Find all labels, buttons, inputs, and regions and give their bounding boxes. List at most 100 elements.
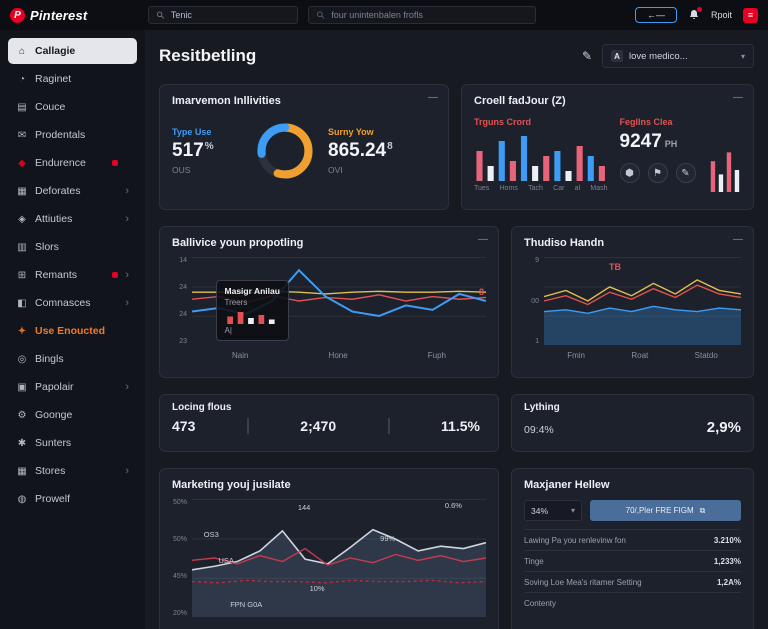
chart-annotation: 10%	[309, 583, 325, 593]
page-title: Resitbetling	[159, 46, 257, 65]
sidebar-item-sunters[interactable]: ✱ Sunters ›	[8, 430, 137, 456]
sidebar-item-deforates[interactable]: ▦ Deforates ›	[8, 178, 137, 204]
sidebar-item-label: Deforates	[35, 185, 81, 197]
flag-icon[interactable]: ⚑	[647, 163, 668, 183]
chart-tooltip: Masigr Anilau Treers A|	[215, 279, 289, 341]
sidebar-item-label: Goonge	[35, 409, 73, 421]
series-label: Trguns Crord	[474, 117, 532, 127]
box-icon: ▣	[17, 381, 27, 393]
stat-unit: PH	[664, 139, 678, 149]
pen-icon[interactable]: ✎	[675, 163, 696, 183]
x-axis-labels: Fmin Roat Statdo	[544, 351, 741, 360]
sidebar-item-papolair[interactable]: ▣ Papolair ›	[8, 374, 137, 400]
search-icon	[157, 11, 165, 19]
collapse-button[interactable]: —	[733, 234, 743, 245]
collapse-button[interactable]: —	[478, 234, 488, 245]
collapse-button[interactable]: —	[733, 92, 743, 103]
external-link-icon: ⧉	[699, 505, 706, 515]
sidebar-item-label: Bingls	[35, 353, 64, 365]
sidebar: ⌂ Callagie › ◔ Raginet › ▤ Couce › ✉ Pro…	[0, 30, 145, 629]
tooltip-text: A|	[224, 325, 232, 335]
user-icon: ◔	[18, 73, 26, 85]
sidebar-item-remants[interactable]: ⊞ Remants ›	[8, 262, 137, 288]
main-content: Resitbetling ✎ A love medico... ▾ Imarve…	[145, 30, 768, 629]
secondary-search-box[interactable]	[308, 6, 536, 24]
card-thudiso: Thudiso Handn — 9 00 1 TB Fmin Roat Stat…	[511, 226, 754, 378]
card-title: Thudiso Handn	[524, 237, 605, 249]
primary-action-button[interactable]: 70/,Pler FRE FIGM ⧉	[590, 500, 741, 521]
stat-number: 517	[172, 140, 204, 161]
list-item[interactable]: Contenty	[524, 592, 741, 613]
axis-tick-label: 50%	[172, 499, 187, 506]
sidebar-item-bingls[interactable]: ◎ Bingls ›	[8, 346, 137, 372]
sidebar-item-goonge[interactable]: ⚙ Goonge ›	[8, 402, 137, 428]
search-box[interactable]	[148, 6, 298, 24]
edit-icon[interactable]: ✎	[581, 49, 592, 63]
list-item[interactable]: Lawing Pa you renlevinw fon 3.210%	[524, 529, 741, 550]
brand[interactable]: P Pinterest	[10, 7, 138, 23]
shield-icon[interactable]: ⬢	[619, 163, 640, 183]
sidebar-item-label: Endurence	[35, 157, 86, 169]
chart-annotation: 99%	[380, 534, 396, 544]
sidebar-item-callagie[interactable]: ⌂ Callagie ›	[8, 38, 137, 64]
secondary-search-input[interactable]	[331, 10, 528, 20]
collapse-button[interactable]: —	[428, 92, 438, 103]
line-chart: TB	[544, 257, 741, 345]
sidebar-item-label: Callagie	[35, 45, 76, 57]
chart-annotation: 144	[297, 502, 311, 512]
search-icon	[317, 11, 325, 19]
sidebar-item-label: Papolair	[35, 381, 74, 393]
back-button[interactable]: ←—	[634, 7, 677, 23]
mini-bar-chart	[709, 148, 741, 192]
brand-name: Pinterest	[30, 7, 88, 23]
stat-value-secondary: 09:4%	[524, 424, 554, 436]
list-item-label: Lawing Pa you renlevinw fon	[524, 535, 626, 545]
report-label[interactable]: Rpoit	[710, 10, 732, 20]
apps-menu-icon[interactable]: ≡	[743, 7, 758, 23]
x-axis-labels: Tues Homs Tach Car al Mash	[474, 185, 608, 192]
list-item-value: 3.210%	[713, 535, 741, 545]
axis-tick-label: Car	[553, 185, 565, 192]
sidebar-item-endurence[interactable]: ◆ Endurence ›	[8, 150, 137, 176]
tooltip-text: Treers	[224, 297, 248, 307]
divider	[246, 418, 249, 434]
sidebar-item-prowelf[interactable]: ◍ Prowelf ›	[8, 486, 137, 512]
sidebar-item-label: Attiuties	[35, 213, 73, 225]
axis-tick-label: al	[574, 185, 581, 192]
sidebar-item-slors[interactable]: ▥ Slors ›	[8, 234, 137, 260]
star-icon: ✦	[17, 325, 27, 337]
document-icon: ▤	[17, 101, 27, 113]
percentage-select[interactable]: 34% ▾	[524, 500, 582, 521]
list-item[interactable]: Soving Loe Mea's ritamer Setting 1,2A%	[524, 571, 741, 592]
sidebar-item-couce[interactable]: ▤ Couce ›	[8, 94, 137, 120]
card-ballivice: Ballivice youn propotling — 14 24 24 23 …	[159, 226, 499, 378]
sidebar-item-prodentals[interactable]: ✉ Prodentals ›	[8, 122, 137, 148]
avatar-badge: A	[611, 50, 623, 62]
search-input[interactable]	[170, 10, 290, 20]
list-item-value: 1,233%	[713, 556, 741, 566]
chart-annotation: USA	[218, 555, 234, 565]
axis-tick-label: Tach	[528, 185, 543, 192]
profile-dropdown-label: love medico...	[629, 50, 688, 62]
card-title: Lything	[524, 402, 560, 413]
bolt-icon: ◆	[18, 157, 26, 169]
sidebar-item-attiuties[interactable]: ◈ Attiuties ›	[8, 206, 137, 232]
table-icon: ▦	[17, 465, 27, 477]
card-title: Imarvemon Inllivities	[172, 95, 281, 107]
profile-dropdown[interactable]: A love medico... ▾	[602, 44, 754, 68]
sidebar-item-use-enoucted[interactable]: ✦ Use Enoucted ›	[8, 318, 137, 344]
sidebar-item-stores[interactable]: ▦ Stores ›	[8, 458, 137, 484]
card-maxjaner: Maxjaner Hellew 34% ▾ 70/,Pler FRE FIGM …	[511, 468, 754, 629]
stat-number: 865.24	[328, 140, 387, 161]
stat-value: 865.248	[328, 140, 398, 162]
notifications-bell-icon[interactable]	[688, 7, 702, 21]
y-axis-labels: 14 24 24 23	[172, 257, 192, 345]
sidebar-item-raginet[interactable]: ◔ Raginet ›	[8, 66, 137, 92]
list-item-label: Soving Loe Mea's ritamer Setting	[524, 577, 642, 587]
select-value: 34%	[531, 505, 549, 516]
stat-value: 2,9%	[706, 419, 741, 436]
sidebar-item-comnasces[interactable]: ◧ Comnasces ›	[8, 290, 137, 316]
list-item[interactable]: Tinge 1,233%	[524, 550, 741, 571]
stat-unit: %	[204, 140, 214, 152]
chevron-right-icon: ›	[125, 213, 129, 225]
